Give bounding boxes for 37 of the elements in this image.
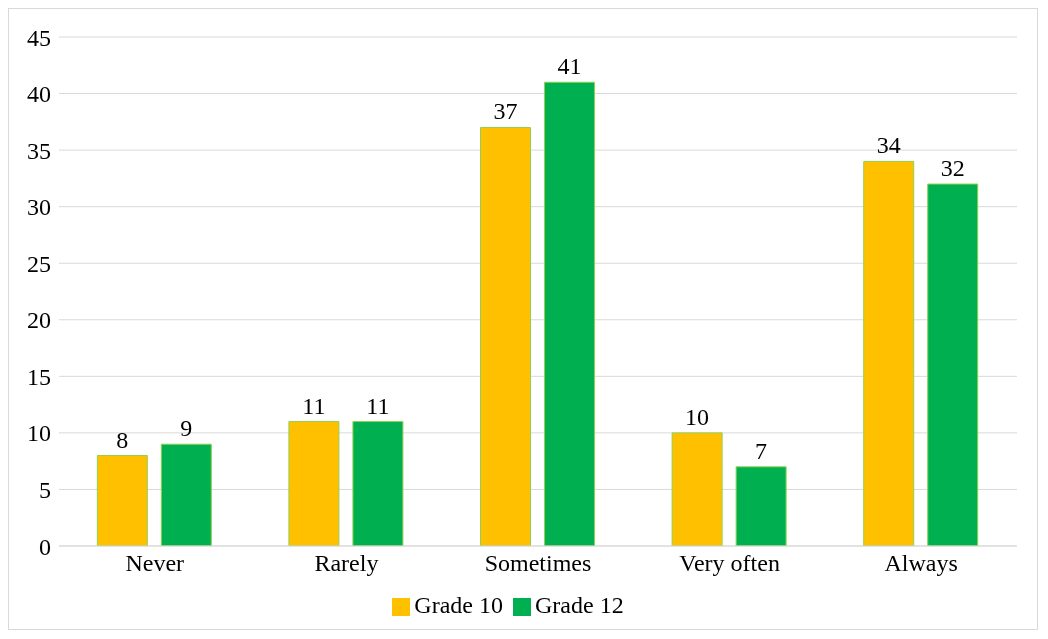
bar	[160, 443, 212, 546]
legend-label: Grade 10	[414, 592, 503, 618]
bar	[352, 421, 404, 546]
bar	[96, 455, 148, 546]
x-tick-label: Never	[125, 550, 185, 577]
y-tick-label: 10	[27, 420, 51, 447]
data-label: 8	[116, 426, 129, 453]
data-label: 11	[302, 392, 326, 419]
data-label: 34	[876, 132, 901, 159]
bar	[480, 126, 532, 546]
data-label: 10	[685, 403, 710, 430]
data-label: 7	[755, 437, 768, 464]
y-tick-label: 45	[27, 24, 51, 51]
bar	[544, 81, 596, 546]
bar	[927, 183, 979, 546]
x-tick-label: Always	[884, 550, 958, 577]
y-tick-label: 35	[27, 137, 51, 164]
data-label: 41	[557, 53, 582, 80]
data-label: 11	[366, 392, 390, 419]
y-tick-label: 5	[39, 476, 51, 503]
y-tick-label: 40	[27, 81, 51, 108]
y-tick-label: 20	[27, 307, 51, 334]
data-label: 9	[180, 415, 193, 442]
y-tick-label: 15	[27, 363, 51, 390]
y-tick-label: 30	[27, 194, 51, 221]
legend-label: Grade 12	[535, 592, 624, 618]
bar	[288, 421, 340, 546]
y-tick-label: 0	[39, 533, 51, 560]
x-tick-label: Rarely	[314, 550, 379, 577]
x-tick-label: Very often	[679, 550, 780, 577]
y-tick-label: 25	[27, 250, 51, 277]
bar	[735, 466, 787, 546]
x-tick-label: Sometimes	[484, 550, 592, 577]
data-label: 37	[493, 98, 518, 125]
bar	[671, 432, 723, 546]
bar	[863, 160, 915, 546]
data-label: 32	[940, 155, 965, 182]
